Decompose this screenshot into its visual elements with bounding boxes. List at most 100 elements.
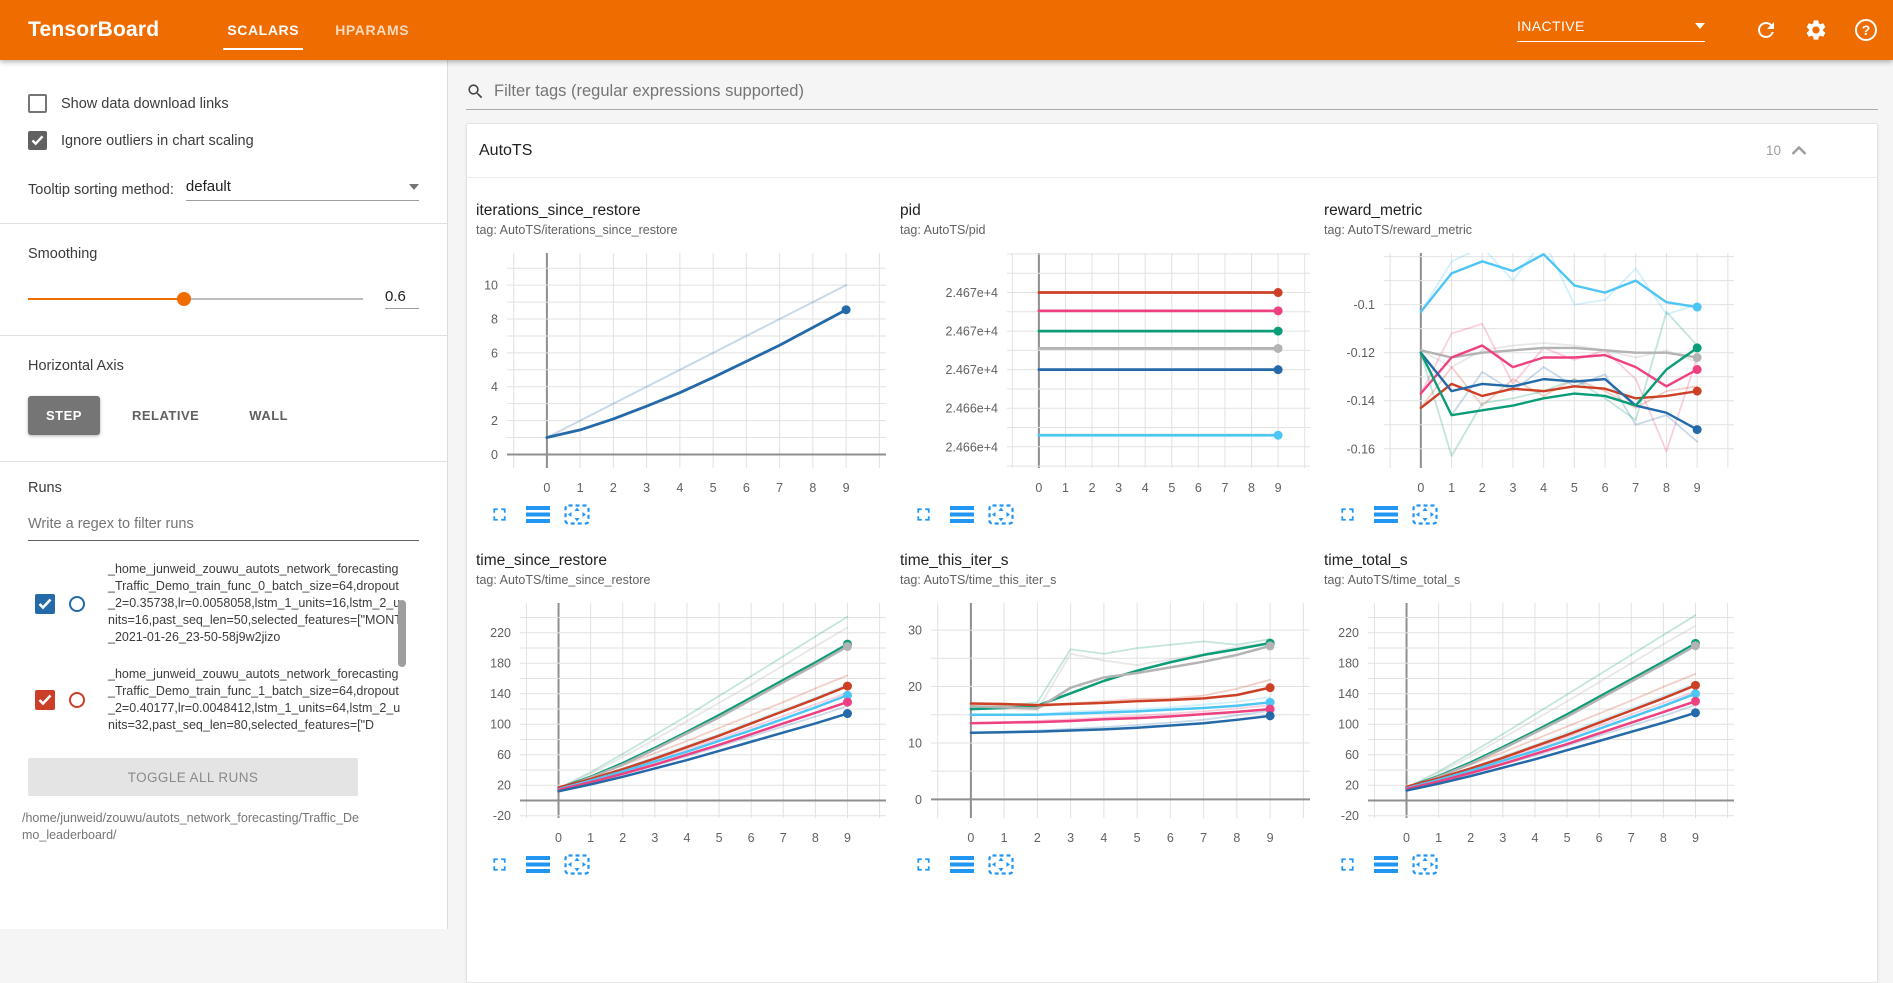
run-radio-icon[interactable]	[69, 595, 85, 612]
toggle-expand-icon[interactable]	[1373, 852, 1399, 876]
svg-text:100: 100	[1338, 718, 1359, 732]
svg-text:1: 1	[587, 831, 594, 845]
svg-text:8: 8	[1233, 831, 1240, 845]
svg-text:1: 1	[1062, 481, 1069, 495]
fit-domain-icon[interactable]	[1412, 502, 1438, 526]
svg-text:20: 20	[908, 680, 922, 694]
toggle-expand-icon[interactable]	[949, 502, 975, 526]
divider	[0, 461, 447, 462]
run-name: _home_junweid_zouwu_autots_network_forec…	[108, 562, 402, 644]
smoothing-slider[interactable]	[28, 291, 363, 306]
chart-plot[interactable]: 30 20 10 0 0 1 2 3 4 5 6 7 8 9	[900, 600, 1312, 850]
svg-text:1: 1	[1435, 831, 1442, 845]
scalar-chart: iterations_since_restore tag: AutoTS/ite…	[476, 202, 888, 526]
tag-filter-bar	[466, 82, 1878, 110]
toggle-expand-icon[interactable]	[949, 852, 975, 876]
svg-text:7: 7	[1628, 831, 1635, 845]
svg-text:6: 6	[1167, 831, 1174, 845]
axis-wall-button[interactable]: WALL	[249, 408, 289, 423]
toggle-expand-icon[interactable]	[1373, 502, 1399, 526]
svg-text:4: 4	[1142, 481, 1149, 495]
show-download-links-checkbox[interactable]: Show data download links	[28, 94, 419, 113]
chart-plot[interactable]: 220 180 140 100 60 20 -20 0 1 2 3 4 5 6 7 8 9	[1324, 600, 1736, 850]
settings-sidebar: Show data download links Ignore outliers…	[0, 60, 448, 929]
svg-text:7: 7	[1632, 481, 1639, 495]
fullscreen-icon[interactable]	[1334, 502, 1360, 526]
scalar-chart: reward_metric tag: AutoTS/reward_metric …	[1324, 202, 1736, 526]
svg-text:-20: -20	[1341, 809, 1359, 823]
fullscreen-icon[interactable]	[910, 502, 936, 526]
fit-domain-icon[interactable]	[564, 502, 590, 526]
fit-domain-icon[interactable]	[988, 852, 1014, 876]
svg-text:5: 5	[1564, 831, 1571, 845]
card-header[interactable]: AutoTS 10	[467, 124, 1877, 178]
axis-step-button[interactable]: STEP	[28, 396, 100, 435]
svg-text:0: 0	[915, 793, 922, 807]
checkbox-icon	[28, 94, 47, 113]
fullscreen-icon[interactable]	[486, 852, 512, 876]
svg-text:7: 7	[1200, 831, 1207, 845]
svg-text:5: 5	[710, 481, 717, 495]
tooltip-sorting-select[interactable]: default	[185, 178, 419, 201]
chart-plot[interactable]: 220 180 140 100 60 20 -20 0 1 2 3 4 5 6 7 8 9	[476, 600, 888, 850]
autots-card: AutoTS 10 iterations_since_restore tag: …	[466, 123, 1878, 983]
svg-text:9: 9	[1267, 831, 1274, 845]
chart-title: time_this_iter_s	[900, 552, 1009, 569]
axis-relative-button[interactable]: RELATIVE	[131, 408, 200, 423]
runs-filter-input[interactable]	[28, 510, 419, 541]
svg-text:20: 20	[1345, 779, 1359, 793]
collapse-card-icon[interactable]	[1791, 145, 1807, 156]
fullscreen-icon[interactable]	[1334, 852, 1360, 876]
svg-text:7: 7	[780, 831, 787, 845]
run-checkbox-icon[interactable]	[35, 690, 55, 710]
smoothing-value-input[interactable]: 0.6	[385, 288, 419, 309]
svg-text:6: 6	[748, 831, 755, 845]
svg-text:6: 6	[1602, 481, 1609, 495]
svg-text:7: 7	[1221, 481, 1228, 495]
chart-plot[interactable]: -0.1 -0.12 -0.14 -0.16 0 1 2 3 4 5 6 7 8 9	[1324, 250, 1736, 500]
chart-title: time_since_restore	[476, 552, 607, 569]
divider	[0, 223, 447, 224]
tab-hparams[interactable]: HPARAMS	[335, 22, 410, 38]
toggle-expand-icon[interactable]	[525, 502, 551, 526]
scalar-chart: pid tag: AutoTS/pid 2.467e+4 2.467e+4 2.46…	[900, 202, 1312, 526]
svg-text:0: 0	[1403, 831, 1410, 845]
svg-text:2: 2	[1034, 831, 1041, 845]
run-radio-icon[interactable]	[69, 692, 85, 708]
svg-text:9: 9	[1275, 481, 1282, 495]
svg-text:1: 1	[1448, 481, 1455, 495]
refresh-icon[interactable]	[1753, 17, 1779, 43]
toggle-all-runs-button[interactable]: TOGGLE ALL RUNS	[28, 758, 358, 796]
fullscreen-icon[interactable]	[486, 502, 512, 526]
tab-scalars[interactable]: SCALARS	[223, 0, 304, 60]
svg-text:7: 7	[776, 481, 783, 495]
toggle-expand-icon[interactable]	[525, 852, 551, 876]
gear-icon[interactable]	[1803, 17, 1829, 43]
svg-text:3: 3	[651, 831, 658, 845]
svg-text:220: 220	[1338, 626, 1359, 640]
fullscreen-icon[interactable]	[910, 852, 936, 876]
svg-text:180: 180	[1338, 657, 1359, 671]
status-dropdown[interactable]: INACTIVE	[1517, 18, 1705, 42]
run-list-item[interactable]: _home_junweid_zouwu_autots_network_forec…	[28, 666, 419, 734]
fit-domain-icon[interactable]	[1412, 852, 1438, 876]
fit-domain-icon[interactable]	[564, 852, 590, 876]
chart-toolbar	[900, 852, 1312, 876]
slider-thumb[interactable]	[177, 291, 191, 306]
svg-text:-0.1: -0.1	[1353, 298, 1375, 312]
run-list: _home_junweid_zouwu_autots_network_forec…	[28, 561, 419, 734]
chart-plot[interactable]: 0 2 4 6 8 10 0 1 2 3 4 5 6 7 8 9	[476, 250, 888, 500]
run-list-item[interactable]: _home_junweid_zouwu_autots_network_forec…	[28, 561, 419, 646]
log-directory-path: /home/junweid/zouwu/autots_network_forec…	[22, 811, 359, 842]
chart-tag: tag: AutoTS/time_total_s	[1324, 573, 1461, 587]
run-checkbox-icon[interactable]	[35, 593, 55, 614]
tag-filter-input[interactable]	[494, 82, 1878, 101]
sidebar-scrollbar[interactable]	[398, 600, 406, 667]
svg-text:0: 0	[555, 831, 562, 845]
fit-domain-icon[interactable]	[988, 502, 1014, 526]
ignore-outliers-checkbox[interactable]: Ignore outliers in chart scaling	[28, 131, 419, 150]
svg-text:6: 6	[491, 346, 498, 360]
help-icon[interactable]: ?	[1853, 17, 1879, 43]
svg-text:8: 8	[1248, 481, 1255, 495]
chart-plot[interactable]: 2.467e+4 2.467e+4 2.467e+4 2.466e+4 2.466e+4…	[900, 250, 1312, 500]
